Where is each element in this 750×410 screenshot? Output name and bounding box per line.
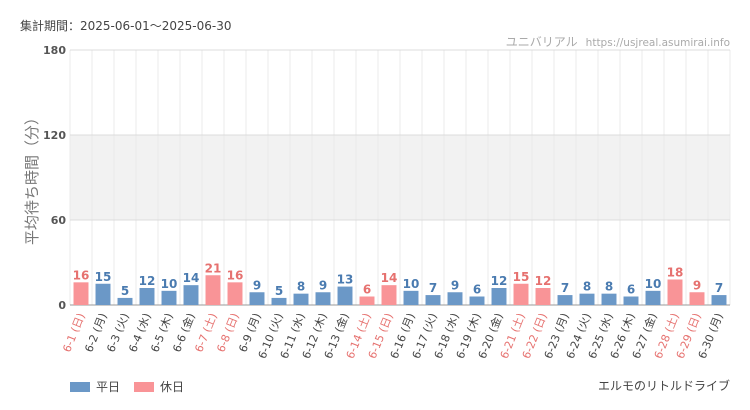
bar bbox=[73, 282, 89, 305]
data-label: 9 bbox=[693, 278, 701, 292]
bar bbox=[293, 293, 309, 305]
data-label: 16 bbox=[73, 268, 90, 282]
y-tick-label: 60 bbox=[51, 214, 67, 227]
bar bbox=[579, 293, 595, 305]
period-label: 集計期間：2025-06-01～2025-06-30 bbox=[20, 19, 232, 33]
y-tick-label: 180 bbox=[43, 44, 66, 57]
bar bbox=[381, 285, 397, 305]
data-label: 18 bbox=[667, 266, 684, 280]
bar bbox=[447, 292, 463, 305]
bar bbox=[469, 296, 485, 305]
bar bbox=[711, 295, 727, 305]
legend-label-holiday: 休日 bbox=[160, 380, 185, 394]
bar bbox=[95, 283, 111, 305]
data-label: 8 bbox=[605, 280, 613, 294]
data-label: 16 bbox=[227, 268, 244, 282]
legend-label-weekday: 平日 bbox=[96, 380, 121, 394]
y-tick-label: 0 bbox=[58, 299, 66, 312]
data-label: 13 bbox=[337, 273, 354, 287]
data-label: 7 bbox=[561, 281, 569, 295]
legend-swatch-holiday bbox=[134, 381, 155, 392]
data-label: 9 bbox=[319, 278, 327, 292]
bar bbox=[183, 285, 199, 305]
bar bbox=[557, 295, 573, 305]
data-label: 12 bbox=[491, 274, 508, 288]
data-label: 10 bbox=[645, 277, 662, 291]
legend-swatch-weekday bbox=[70, 381, 90, 392]
data-label: 7 bbox=[429, 281, 437, 295]
legend-item-weekday[interactable]: 平日 bbox=[70, 378, 120, 395]
data-label: 12 bbox=[535, 274, 552, 288]
data-label: 5 bbox=[275, 284, 283, 298]
bar bbox=[337, 286, 353, 305]
bar bbox=[117, 297, 133, 305]
data-label: 21 bbox=[205, 261, 222, 275]
bar bbox=[689, 292, 705, 305]
data-label: 14 bbox=[381, 271, 398, 285]
bar bbox=[491, 288, 507, 305]
bar bbox=[425, 295, 441, 305]
bar bbox=[205, 275, 221, 305]
data-label: 12 bbox=[139, 274, 156, 288]
data-label: 9 bbox=[253, 278, 261, 292]
site-credit: ユニバリアル https://usjreal.asumirai.info bbox=[506, 33, 730, 50]
y-axis-label: 平均待ち時間（分） bbox=[23, 110, 41, 245]
bar bbox=[535, 288, 551, 305]
site-name: ユニバリアル bbox=[505, 35, 578, 49]
bar bbox=[161, 290, 177, 305]
legend: 平日 休日 bbox=[70, 378, 198, 395]
bar bbox=[359, 296, 375, 305]
bar bbox=[403, 290, 419, 305]
data-label: 8 bbox=[297, 280, 305, 294]
y-tick-label: 120 bbox=[43, 129, 66, 142]
data-label: 10 bbox=[161, 277, 178, 291]
data-label: 15 bbox=[95, 270, 112, 284]
data-label: 6 bbox=[627, 283, 635, 297]
bar bbox=[645, 290, 661, 305]
bar bbox=[601, 293, 617, 305]
data-label: 6 bbox=[363, 283, 371, 297]
bar bbox=[513, 283, 529, 305]
bar bbox=[271, 297, 287, 305]
data-label: 10 bbox=[403, 277, 420, 291]
bar bbox=[667, 279, 683, 305]
data-label: 8 bbox=[583, 280, 591, 294]
data-label: 7 bbox=[715, 281, 723, 295]
bar bbox=[249, 292, 265, 305]
bar bbox=[227, 282, 243, 305]
bar bbox=[139, 288, 155, 305]
legend-item-holiday[interactable]: 休日 bbox=[134, 378, 184, 395]
bar bbox=[315, 292, 331, 305]
bar bbox=[623, 296, 639, 305]
site-url[interactable]: https://usjreal.asumirai.info bbox=[585, 37, 730, 49]
data-label: 14 bbox=[183, 271, 200, 285]
data-label: 6 bbox=[473, 283, 481, 297]
attraction-name: エルモのリトルドライブ bbox=[597, 379, 730, 393]
data-label: 15 bbox=[513, 270, 530, 284]
data-label: 5 bbox=[121, 284, 129, 298]
data-label: 9 bbox=[451, 278, 459, 292]
